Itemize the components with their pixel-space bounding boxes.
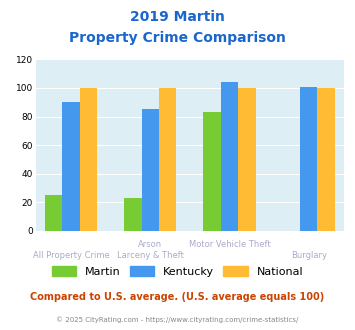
Text: Arson: Arson xyxy=(138,240,162,248)
Bar xyxy=(317,88,335,231)
Bar xyxy=(124,198,142,231)
Bar xyxy=(80,88,97,231)
Text: © 2025 CityRating.com - https://www.cityrating.com/crime-statistics/: © 2025 CityRating.com - https://www.city… xyxy=(56,317,299,323)
Bar xyxy=(300,86,317,231)
Bar xyxy=(221,82,238,231)
Text: Burglary: Burglary xyxy=(291,251,327,260)
Text: Larceny & Theft: Larceny & Theft xyxy=(117,251,184,260)
Text: 2019 Martin: 2019 Martin xyxy=(130,10,225,24)
Text: Motor Vehicle Theft: Motor Vehicle Theft xyxy=(189,240,271,248)
Bar xyxy=(62,102,80,231)
Text: All Property Crime: All Property Crime xyxy=(33,251,109,260)
Legend: Martin, Kentucky, National: Martin, Kentucky, National xyxy=(48,261,307,281)
Bar xyxy=(45,195,62,231)
Bar xyxy=(238,88,256,231)
Text: Compared to U.S. average. (U.S. average equals 100): Compared to U.S. average. (U.S. average … xyxy=(31,292,324,302)
Bar xyxy=(142,110,159,231)
Bar xyxy=(203,112,221,231)
Bar xyxy=(159,88,176,231)
Text: Property Crime Comparison: Property Crime Comparison xyxy=(69,31,286,45)
